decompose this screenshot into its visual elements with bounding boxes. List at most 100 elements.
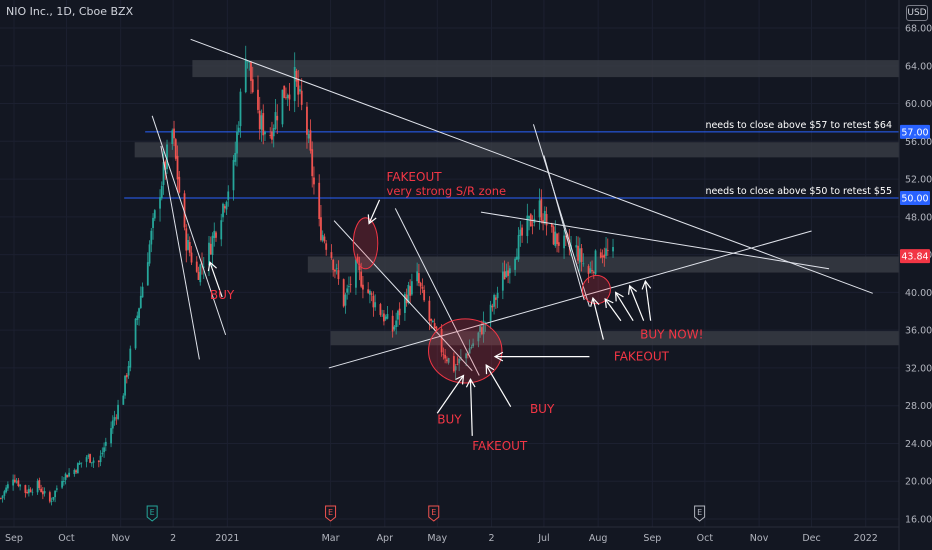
candle-body bbox=[138, 308, 140, 318]
candle-body bbox=[213, 230, 216, 238]
candle-body bbox=[227, 191, 230, 200]
annotation-0: FAKEOUT bbox=[387, 170, 443, 184]
candle-body bbox=[384, 316, 387, 320]
candle-body bbox=[311, 149, 314, 177]
candle-body bbox=[403, 293, 406, 313]
candle-body bbox=[369, 290, 371, 295]
x-tick-label: Nov bbox=[111, 533, 130, 544]
annotation-7: BUY NOW! bbox=[640, 328, 703, 342]
candle-body bbox=[416, 271, 419, 282]
candle-body bbox=[171, 130, 174, 145]
currency-badge[interactable]: USD bbox=[906, 5, 928, 21]
candle-body bbox=[397, 310, 399, 320]
candle-body bbox=[24, 485, 27, 493]
last-price-label: 43.84 bbox=[901, 252, 928, 263]
time-axis[interactable]: Sep Oct Nov 2 2021 Mar Apr May 2 Jul Aug Sep Oct Nov D… bbox=[5, 533, 878, 544]
candle-body bbox=[564, 235, 567, 237]
candle-body bbox=[85, 457, 88, 462]
earnings-marker-label: E bbox=[328, 508, 333, 517]
price-line-label: 57.00 bbox=[901, 127, 928, 138]
zones bbox=[134, 60, 899, 346]
candle-body bbox=[36, 480, 39, 493]
candle-body bbox=[398, 308, 401, 316]
candle-body bbox=[127, 366, 130, 376]
candle-body bbox=[496, 292, 499, 299]
arrow-fakeout-1 bbox=[368, 199, 381, 224]
candle-body bbox=[307, 133, 310, 139]
arrow-fakeout-4 bbox=[592, 297, 604, 340]
x-tick-label: Aug bbox=[589, 533, 608, 544]
candle-body bbox=[348, 286, 350, 288]
earnings-marker-label: E bbox=[431, 508, 436, 517]
trendline bbox=[333, 220, 473, 372]
candle-body bbox=[358, 264, 361, 270]
arrow-buy-1 bbox=[209, 261, 223, 298]
candle-body bbox=[236, 131, 238, 154]
candle-body bbox=[150, 230, 153, 245]
candle-body bbox=[410, 281, 413, 295]
candle-body bbox=[12, 479, 15, 486]
candle-body bbox=[87, 455, 90, 457]
candle-body bbox=[334, 269, 336, 272]
candle-body bbox=[479, 326, 482, 333]
earnings-marker bbox=[428, 505, 440, 522]
price-line-label: 50.00 bbox=[901, 193, 928, 204]
candle-body bbox=[468, 348, 471, 354]
y-tick-label: 36.00 bbox=[905, 326, 932, 337]
candle-body bbox=[360, 271, 363, 287]
candle-body bbox=[92, 460, 95, 463]
candle-body bbox=[355, 259, 357, 288]
candle-body bbox=[332, 259, 335, 270]
candle-body bbox=[370, 293, 373, 295]
candle-body bbox=[543, 210, 546, 224]
arrow-fakeout-2-head bbox=[465, 378, 476, 388]
price-axis[interactable]: 16.0020.0024.0028.0032.0036.0040.0044.00… bbox=[900, 24, 932, 526]
candle-body bbox=[26, 491, 29, 493]
highlight-ellipse bbox=[352, 217, 379, 270]
y-tick-label: 64.00 bbox=[905, 61, 932, 72]
candle-body bbox=[195, 261, 198, 272]
earnings-marker bbox=[146, 505, 158, 522]
candle-body bbox=[494, 297, 497, 300]
candle-body bbox=[592, 272, 595, 273]
candle-body bbox=[73, 469, 76, 475]
trendline bbox=[532, 124, 590, 307]
candle-body bbox=[563, 235, 565, 249]
trendline bbox=[190, 38, 873, 294]
candle-body bbox=[27, 488, 30, 494]
candle-body bbox=[318, 182, 321, 219]
candle-body bbox=[293, 66, 296, 102]
x-tick-label: Oct bbox=[58, 533, 75, 544]
candle-body bbox=[222, 203, 224, 218]
candle-body bbox=[526, 215, 529, 237]
candle-body bbox=[141, 286, 144, 298]
candle-body bbox=[556, 233, 558, 245]
candle-body bbox=[589, 268, 592, 273]
candle-body bbox=[50, 500, 53, 502]
candle-body bbox=[575, 245, 578, 248]
candle-body bbox=[431, 320, 434, 323]
candle-body bbox=[528, 215, 530, 219]
candle-body bbox=[587, 266, 590, 274]
candle-body bbox=[337, 270, 340, 280]
candle-body bbox=[440, 329, 443, 353]
candle-body bbox=[538, 200, 541, 218]
candle-body bbox=[421, 287, 424, 289]
candle-body bbox=[577, 245, 579, 261]
candle-body bbox=[372, 295, 375, 308]
candle-body bbox=[115, 417, 118, 419]
candle-body bbox=[173, 128, 175, 139]
annotation-2: BUY bbox=[210, 288, 235, 302]
candle-body bbox=[519, 229, 522, 236]
candle-body bbox=[55, 488, 58, 490]
annotation-1: very strong S/R zone bbox=[387, 184, 507, 198]
candle-body bbox=[19, 484, 22, 487]
last-price-label-bg bbox=[900, 249, 930, 264]
candle-body bbox=[61, 480, 63, 488]
candle-body bbox=[271, 131, 273, 140]
candle-body bbox=[349, 284, 352, 286]
candle-body bbox=[215, 232, 217, 238]
